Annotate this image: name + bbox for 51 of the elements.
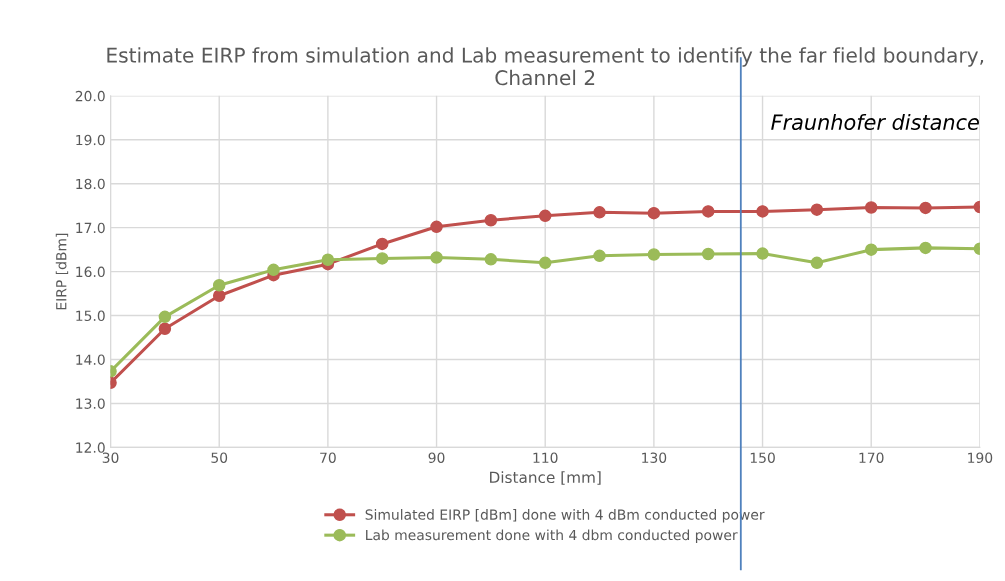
point (701, 247, 715, 261)
point (701, 205, 715, 218)
point (810, 256, 824, 270)
point (647, 206, 661, 220)
point (321, 253, 335, 267)
point (212, 289, 226, 303)
point (919, 201, 932, 215)
x-tick-label: 50 (211, 452, 228, 463)
point (647, 248, 661, 261)
point (538, 256, 552, 270)
y-tick-label: 18.0 (76, 178, 105, 190)
x-tick-label: 30 (102, 452, 119, 463)
chart-title: Estimate EIRP from simulation and Lab measurement to identify the far field boundary, Channel 2 (107, 47, 984, 86)
y-axis-title: EIRP [dBm] (55, 233, 69, 310)
point (756, 205, 769, 218)
point (593, 206, 606, 219)
point (212, 278, 226, 292)
x-axis-title: Distance [mm] (490, 471, 601, 485)
point (375, 237, 389, 251)
y-tick-label: 14.0 (76, 354, 105, 365)
point (484, 253, 498, 266)
point (158, 310, 172, 324)
y-tick-label: 12.0 (76, 442, 105, 453)
point (267, 263, 280, 277)
legend-label: Lab measurement done with 4 dbm conducted power (366, 529, 738, 543)
x-tick-label: 90 (428, 452, 445, 463)
point (484, 213, 498, 227)
y-tick-label: 19.0 (76, 134, 105, 146)
y-tick-label: 13.0 (76, 398, 105, 409)
point (919, 241, 932, 255)
x-tick-label: 150 (750, 452, 775, 463)
y-tick-label: 17.0 (76, 222, 105, 234)
point (430, 251, 443, 264)
point (756, 247, 769, 260)
point (593, 249, 606, 263)
ref-line-label: Fraunhofer distance (771, 113, 979, 131)
point (538, 209, 552, 223)
x-tick-label: 70 (320, 452, 336, 463)
y-tick-label: 20.0 (75, 90, 105, 102)
point (430, 220, 443, 234)
point (158, 322, 172, 335)
x-tick-label: 130 (642, 452, 667, 463)
point (810, 203, 824, 216)
point (864, 243, 878, 256)
x-tick-label: 170 (859, 452, 884, 463)
y-tick-label: 15.0 (76, 310, 105, 322)
x-tick-label: 110 (533, 452, 558, 463)
point (864, 201, 878, 214)
point (375, 252, 389, 265)
x-tick-label: 190 (968, 452, 993, 463)
y-tick-label: 16.0 (76, 266, 105, 278)
